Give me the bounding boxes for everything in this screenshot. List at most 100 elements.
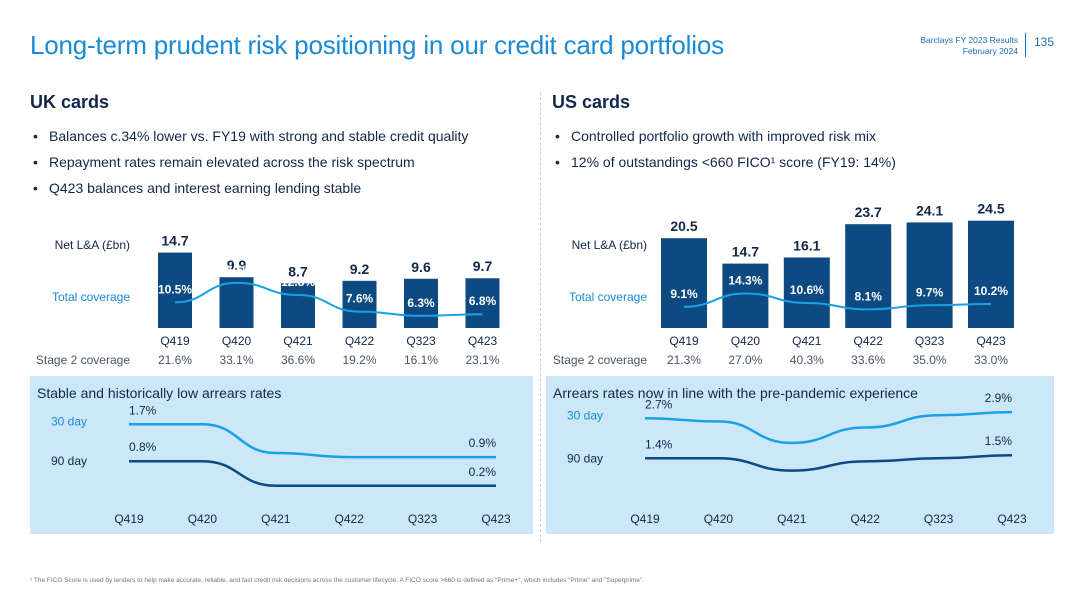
us-balance-coverage-chart: Net L&A (£bn) Total coverage 20.5 14.7 16.1 2… [553,201,1014,367]
stage2-coverage-value: 21.3% [667,353,701,367]
stage2-coverage-value: 27.0% [728,353,762,367]
us-arrears-box: 30 day 2.7% 2.9% 90 day 1.4% 1.5% Q419 Q420 Q421… [546,376,1054,534]
uk-bullet-list: Balances c.34% lower vs. FY19 with stron… [30,123,468,201]
balance-bar [661,238,707,328]
arrears-quarter-label: Q422 [335,512,365,526]
coverage-value-label: 16.6% [219,263,253,277]
quarter-tick-label: Q423 [468,334,498,348]
balance-bar [342,280,377,328]
stage2-coverage-value: 33.1% [219,353,253,367]
arrears-start-value: 1.7% [129,403,157,417]
balance-bar [845,224,892,328]
quarter-tick-label: Q323 [915,334,945,348]
balance-value-label: 14.7 [161,233,188,249]
arrears-series-label: 90 day [567,451,603,465]
uk-arrears-title: Stable and historically low arrears rate… [37,385,282,401]
coverage-value-label: 9.1% [670,287,698,301]
balance-value-label: 9.2 [350,261,370,277]
arrears-line-30-day [128,423,496,459]
quarter-tick-label: Q423 [976,334,1006,348]
stage2-coverage-value: 21.6% [158,353,192,367]
total-coverage-legend-label: Total coverage [52,290,130,304]
us-arrears-title: Arrears rates now in line with the pre-p… [553,385,918,401]
arrears-series-label: 30 day [51,414,87,428]
arrears-quarter-label: Q423 [481,512,511,526]
balance-bar [281,283,315,328]
arrears-end-value: 1.5% [985,434,1013,448]
arrears-quarter-label: Q422 [851,512,881,526]
uk-bullet: Balances c.34% lower vs. FY19 with stron… [30,123,468,149]
balance-bar [219,277,254,328]
us-bullet: Controlled portfolio growth with improve… [552,123,896,149]
arrears-start-value: 1.4% [645,437,673,451]
balance-bar [158,252,192,328]
uk-arrears-box: 30 day 1.7% 0.9% 90 day 0.8% 0.2% Q419 Q420 Q421… [30,376,533,534]
quarter-tick-label: Q421 [792,334,822,348]
total-coverage-line [174,281,483,317]
arrears-quarter-label: Q423 [997,512,1027,526]
results-label: Barclays FY 2023 Results [920,35,1018,45]
coverage-value-label: 6.3% [407,296,435,310]
net-la-legend-label: Net L&A (£bn) [572,238,647,252]
arrears-quarter-label: Q323 [924,512,954,526]
balance-bar [404,278,438,328]
coverage-value-label: 14.3% [728,274,762,288]
uk-arrears-chart: 30 day 1.7% 0.9% 90 day 0.8% 0.2% Q419 Q420 Q421… [51,403,511,526]
us-cards-panel: US cards Controlled portfolio growth wit… [552,92,1062,542]
balance-value-label: 23.7 [855,204,882,220]
quarter-tick-label: Q419 [669,334,699,348]
arrears-quarter-label: Q420 [188,512,218,526]
quarter-tick-label: Q421 [283,334,313,348]
balance-value-label: 16.1 [793,237,820,253]
header-meta: Barclays FY 2023 Results February 2024 [920,35,1018,57]
coverage-value-label: 12.8% [281,275,315,289]
stage2-coverage-value: 33.0% [974,353,1008,367]
stage2-coverage-value: 36.6% [281,353,315,367]
balance-value-label: 14.7 [732,244,759,260]
quarter-tick-label: Q420 [731,334,761,348]
footnote: ¹ The FICO Score is used by lenders to h… [30,577,645,584]
uk-balance-coverage-chart: Net L&A (£bn) Total coverage 14.7 9.9 8.7 9.2… [36,233,500,367]
balance-value-label: 9.9 [227,257,247,273]
arrears-quarter-label: Q421 [261,512,291,526]
uk-cards-panel: UK cards Balances c.34% lower vs. FY19 w… [30,92,540,542]
uk-cards-heading: UK cards [30,92,110,112]
panel-divider [540,92,541,542]
date-label: February 2024 [962,46,1018,56]
balance-value-label: 9.6 [411,259,431,275]
coverage-value-label: 6.8% [469,294,497,308]
quarter-tick-label: Q422 [345,334,375,348]
balance-value-label: 24.1 [916,202,943,218]
us-arrears-chart: 30 day 2.7% 2.9% 90 day 1.4% 1.5% Q419 Q420 Q421… [567,391,1027,526]
total-coverage-legend-label: Total coverage [569,290,647,304]
arrears-quarter-label: Q419 [630,512,660,526]
arrears-quarter-label: Q323 [408,512,438,526]
net-la-legend-label: Net L&A (£bn) [55,238,130,252]
balance-value-label: 20.5 [670,218,697,234]
stage2-coverage-value: 35.0% [913,353,947,367]
arrears-end-value: 0.9% [469,436,497,450]
us-cards-heading: US cards [552,92,631,112]
arrears-end-value: 2.9% [985,391,1013,405]
stage2-coverage-value: 16.1% [404,353,438,367]
uk-bullet: Q423 balances and interest earning lendi… [30,175,468,201]
arrears-line-30-day [644,410,1013,445]
us-bullet: 12% of outstandings <660 FICO¹ score (FY… [552,149,896,175]
arrears-quarter-label: Q420 [704,512,734,526]
stage2-coverage-value: 33.6% [851,353,885,367]
coverage-value-label: 10.5% [158,282,192,296]
arrears-series-label: 90 day [51,454,87,468]
quarter-tick-label: Q323 [406,334,436,348]
quarter-tick-label: Q419 [160,334,190,348]
total-coverage-line [683,292,992,311]
arrears-quarter-label: Q419 [114,512,144,526]
coverage-value-label: 8.1% [855,289,883,303]
coverage-value-label: 9.7% [916,285,944,299]
arrears-start-value: 0.8% [129,440,157,454]
coverage-value-label: 7.6% [346,292,374,306]
balance-bar [906,222,953,328]
page-number: 135 [1034,35,1055,49]
header-separator [1025,33,1026,57]
stage2-coverage-value: 40.3% [790,353,824,367]
arrears-end-value: 0.2% [469,465,497,479]
